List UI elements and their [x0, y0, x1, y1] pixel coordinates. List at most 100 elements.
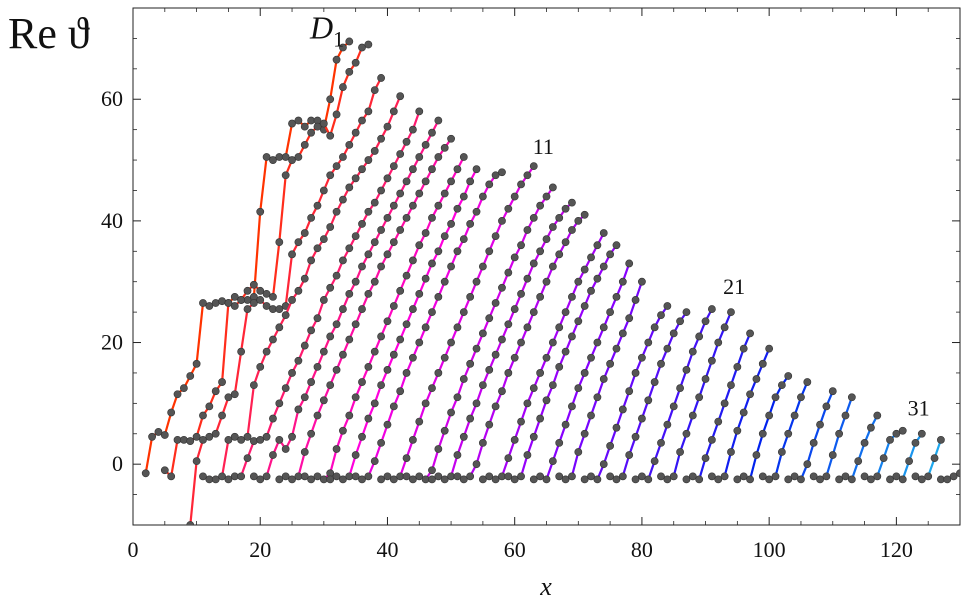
data-point: [173, 390, 182, 399]
data-point: [447, 338, 455, 347]
data-point: [561, 308, 570, 317]
data-point: [237, 347, 246, 356]
data-point: [765, 475, 774, 484]
axes-labels: Re ϑ x: [8, 9, 552, 601]
data-point: [618, 277, 627, 286]
data-point: [313, 314, 322, 323]
data-point: [377, 226, 385, 234]
data-point: [434, 201, 443, 210]
data-point: [491, 402, 500, 411]
data-point: [587, 472, 595, 481]
data-point: [561, 347, 570, 356]
data-point: [218, 411, 226, 420]
data-point: [332, 162, 341, 171]
data-point: [383, 317, 392, 326]
data-point: [383, 250, 392, 259]
data-point: [472, 460, 481, 469]
data-point: [294, 356, 303, 365]
data-point: [396, 189, 405, 198]
data-point: [389, 302, 398, 310]
data-point: [542, 277, 551, 286]
data-point: [389, 201, 398, 210]
data-point: [358, 220, 366, 228]
data-point: [548, 381, 557, 390]
data-point: [752, 375, 761, 383]
data-point: [351, 277, 360, 286]
data-point: [294, 405, 303, 414]
data-point: [472, 344, 481, 353]
data-point: [593, 338, 602, 347]
data-point: [650, 457, 659, 466]
data-point: [618, 472, 627, 481]
data-point: [249, 437, 258, 445]
data-point: [370, 399, 379, 408]
data-point: [218, 297, 226, 306]
data-point: [631, 432, 640, 441]
data-point: [599, 460, 608, 469]
data-point: [148, 432, 156, 441]
data-point: [618, 329, 627, 338]
series-line: [533, 263, 631, 481]
data-point: [676, 384, 684, 393]
data-point: [179, 435, 188, 444]
series-line: [813, 396, 853, 481]
data-point: [599, 262, 608, 271]
data-point: [339, 475, 347, 484]
data-point: [332, 365, 341, 374]
data-point: [428, 475, 436, 484]
data-point: [447, 408, 455, 417]
data-point: [797, 393, 805, 402]
data-point: [358, 165, 366, 174]
series-D3: [186, 74, 385, 525]
data-point: [358, 305, 366, 313]
data-point: [237, 472, 246, 481]
data-point: [415, 417, 424, 426]
data-point: [599, 229, 608, 237]
data-point: [529, 384, 538, 393]
data-point: [459, 235, 468, 244]
data-point: [911, 438, 920, 447]
data-point: [339, 43, 347, 52]
series-D32: [911, 435, 945, 484]
data-point: [377, 381, 385, 390]
y-tick-label: 20: [101, 330, 123, 355]
data-point: [548, 262, 557, 271]
data-point: [288, 119, 296, 128]
data-point: [345, 244, 354, 253]
data-point: [370, 277, 379, 286]
data-point: [288, 475, 296, 484]
data-point: [186, 437, 195, 445]
series-D15: [478, 229, 608, 484]
data-point: [917, 429, 926, 438]
annotation-d1: D1: [309, 9, 344, 51]
data-point: [160, 431, 169, 439]
data-point: [262, 347, 271, 356]
data-point: [332, 271, 341, 280]
data-point: [440, 143, 449, 152]
x-tick-label: 0: [128, 537, 139, 562]
data-point: [739, 344, 748, 353]
data-point: [199, 299, 207, 307]
data-point: [288, 156, 296, 164]
data-point: [224, 475, 233, 484]
data-point: [727, 308, 735, 317]
data-point: [377, 74, 385, 82]
data-point: [504, 369, 513, 377]
data-point: [542, 192, 551, 201]
data-point: [300, 448, 309, 456]
data-point: [434, 293, 443, 301]
data-point: [517, 338, 525, 347]
series-D23: [682, 329, 754, 484]
data-point: [714, 338, 723, 347]
series-D21: [631, 305, 716, 484]
data-point: [389, 350, 398, 359]
data-point: [886, 435, 894, 444]
data-point: [631, 475, 640, 484]
series-layer: [141, 37, 960, 525]
data-point: [612, 241, 621, 250]
data-point: [313, 362, 322, 371]
data-point: [956, 469, 960, 478]
series-D18: [555, 277, 646, 484]
data-point: [784, 429, 793, 438]
